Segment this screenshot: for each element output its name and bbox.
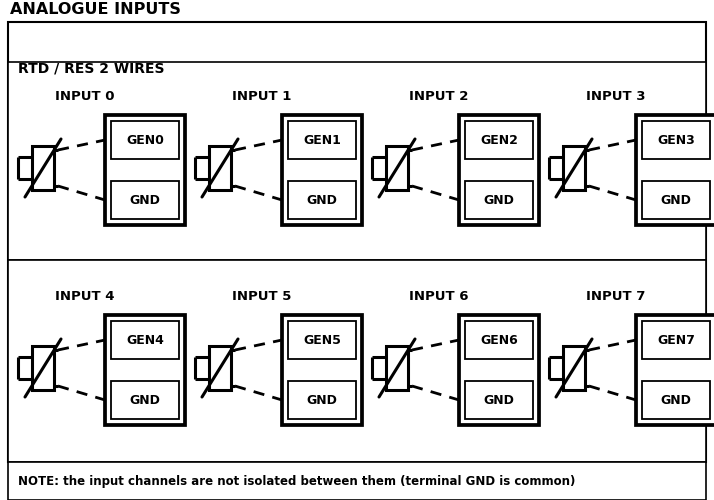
Bar xyxy=(386,346,408,390)
Bar xyxy=(642,181,710,219)
Bar xyxy=(636,315,714,425)
Text: GEN0: GEN0 xyxy=(126,134,164,146)
Bar xyxy=(105,315,185,425)
Text: GEN3: GEN3 xyxy=(657,134,695,146)
Bar xyxy=(111,321,179,359)
Text: GND: GND xyxy=(660,394,691,406)
Bar xyxy=(8,22,706,462)
Text: GND: GND xyxy=(306,394,338,406)
Bar xyxy=(32,146,54,190)
Text: GEN6: GEN6 xyxy=(480,334,518,346)
Bar xyxy=(209,346,231,390)
Bar xyxy=(459,315,539,425)
Text: RTD / RES 2 WIRES: RTD / RES 2 WIRES xyxy=(18,61,164,75)
Bar xyxy=(288,121,356,159)
Text: GND: GND xyxy=(306,194,338,206)
Bar xyxy=(563,146,585,190)
Bar xyxy=(465,121,533,159)
Bar xyxy=(459,115,539,225)
Text: GND: GND xyxy=(483,394,515,406)
Bar xyxy=(111,121,179,159)
Text: INPUT 6: INPUT 6 xyxy=(409,290,469,304)
Bar xyxy=(282,115,362,225)
Text: GND: GND xyxy=(129,394,161,406)
Bar xyxy=(465,181,533,219)
Bar xyxy=(282,315,362,425)
Bar xyxy=(386,146,408,190)
Bar xyxy=(105,115,185,225)
Text: NOTE: the input channels are not isolated between them (terminal GND is common): NOTE: the input channels are not isolate… xyxy=(18,474,575,488)
Bar xyxy=(111,181,179,219)
Bar xyxy=(8,260,706,462)
Bar xyxy=(642,321,710,359)
Bar xyxy=(32,346,54,390)
Text: GND: GND xyxy=(483,194,515,206)
Text: GEN1: GEN1 xyxy=(303,134,341,146)
Text: INPUT 7: INPUT 7 xyxy=(586,290,645,304)
Bar xyxy=(465,381,533,419)
Text: ANALOGUE INPUTS: ANALOGUE INPUTS xyxy=(10,2,181,18)
Bar xyxy=(636,115,714,225)
Text: INPUT 0: INPUT 0 xyxy=(55,90,115,104)
Bar xyxy=(465,321,533,359)
Bar xyxy=(288,381,356,419)
Text: GEN4: GEN4 xyxy=(126,334,164,346)
Text: GEN2: GEN2 xyxy=(480,134,518,146)
Text: GEN7: GEN7 xyxy=(657,334,695,346)
Bar xyxy=(209,146,231,190)
Text: INPUT 3: INPUT 3 xyxy=(586,90,645,104)
Text: INPUT 1: INPUT 1 xyxy=(232,90,292,104)
Text: INPUT 5: INPUT 5 xyxy=(232,290,292,304)
Text: GND: GND xyxy=(129,194,161,206)
Bar xyxy=(288,181,356,219)
Bar xyxy=(111,381,179,419)
Bar xyxy=(563,346,585,390)
Bar xyxy=(8,62,706,260)
Bar xyxy=(8,462,706,500)
Text: INPUT 2: INPUT 2 xyxy=(409,90,468,104)
Text: GND: GND xyxy=(660,194,691,206)
Text: GEN5: GEN5 xyxy=(303,334,341,346)
Bar xyxy=(642,121,710,159)
Bar xyxy=(288,321,356,359)
Bar xyxy=(642,381,710,419)
Text: INPUT 4: INPUT 4 xyxy=(55,290,115,304)
